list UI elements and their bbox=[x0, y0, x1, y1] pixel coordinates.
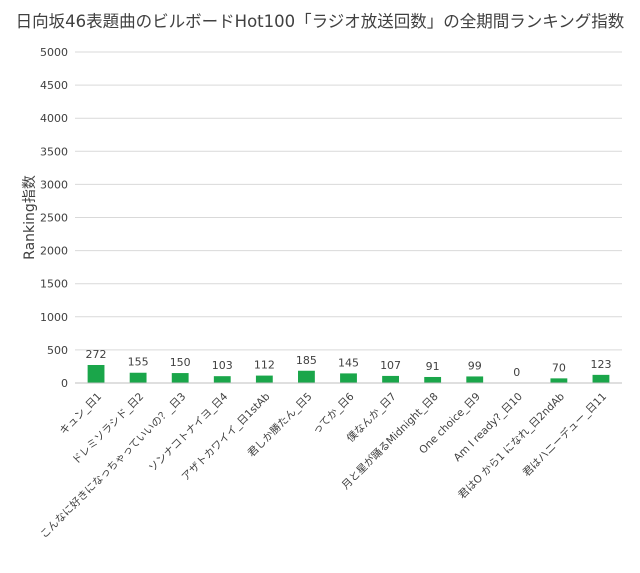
bar bbox=[298, 370, 315, 383]
y-tick-label: 0 bbox=[61, 377, 68, 390]
data-label: 272 bbox=[86, 348, 107, 361]
data-label: 185 bbox=[296, 354, 317, 367]
bar bbox=[550, 378, 568, 383]
y-tick-label: 1000 bbox=[40, 311, 68, 324]
gridlines bbox=[75, 51, 622, 351]
bar bbox=[340, 373, 357, 383]
x-tick-label: 君はハニーデュー_日11 bbox=[520, 390, 609, 479]
data-label: 107 bbox=[380, 359, 401, 372]
y-tick-label: 2500 bbox=[40, 212, 68, 225]
bar bbox=[87, 364, 105, 383]
data-label: 145 bbox=[338, 356, 359, 369]
data-label: 123 bbox=[590, 358, 611, 371]
data-labels: 272 155 150 103 112 185 145 107 91 99 0 70 123 bbox=[86, 348, 612, 379]
bar bbox=[382, 375, 399, 383]
data-label: 150 bbox=[170, 356, 191, 369]
y-axis-label: Ranking指数 bbox=[22, 175, 38, 260]
data-label: 91 bbox=[426, 360, 440, 373]
data-label: 70 bbox=[552, 361, 566, 374]
y-tick-label: 1500 bbox=[40, 278, 68, 291]
y-tick-label: 4500 bbox=[40, 79, 68, 92]
bar bbox=[171, 373, 189, 383]
y-tick-label: 5000 bbox=[40, 46, 68, 59]
x-tick-label: こんなに好きになっちゃっていいの？_日3 bbox=[38, 391, 188, 541]
x-axis-categories: キュン_日1ドレミソラシド_日2こんなに好きになっちゃっていいの？_日3ソンナコ… bbox=[38, 390, 609, 541]
bars bbox=[87, 364, 610, 383]
data-label: 155 bbox=[128, 356, 149, 369]
bar bbox=[592, 374, 610, 383]
x-tick-label: ソンナコトナイヨ_日4 bbox=[147, 390, 231, 474]
chart-title: 日向坂46表題曲のビルボードHot100「ラジオ放送回数」の全期間ランキング指数 bbox=[15, 12, 625, 31]
y-tick-label: 500 bbox=[47, 344, 68, 357]
data-label: 112 bbox=[254, 359, 275, 372]
bar bbox=[424, 376, 442, 383]
y-tick-label: 3500 bbox=[40, 145, 68, 158]
bar bbox=[255, 375, 273, 383]
data-label: 0 bbox=[513, 366, 520, 379]
x-tick-label: ドレミソラシド_日2 bbox=[70, 391, 146, 467]
bar bbox=[466, 376, 484, 383]
y-tick-label: 2000 bbox=[40, 245, 68, 258]
bar bbox=[213, 376, 231, 383]
y-axis-ticks: 0 500 1000 1500 2000 2500 3000 3500 4000 4500 5000 bbox=[40, 46, 68, 390]
y-tick-label: 3000 bbox=[40, 178, 68, 191]
y-tick-label: 4000 bbox=[40, 112, 68, 125]
bar bbox=[129, 372, 147, 383]
data-label: 103 bbox=[212, 359, 233, 372]
data-label: 99 bbox=[468, 359, 482, 372]
